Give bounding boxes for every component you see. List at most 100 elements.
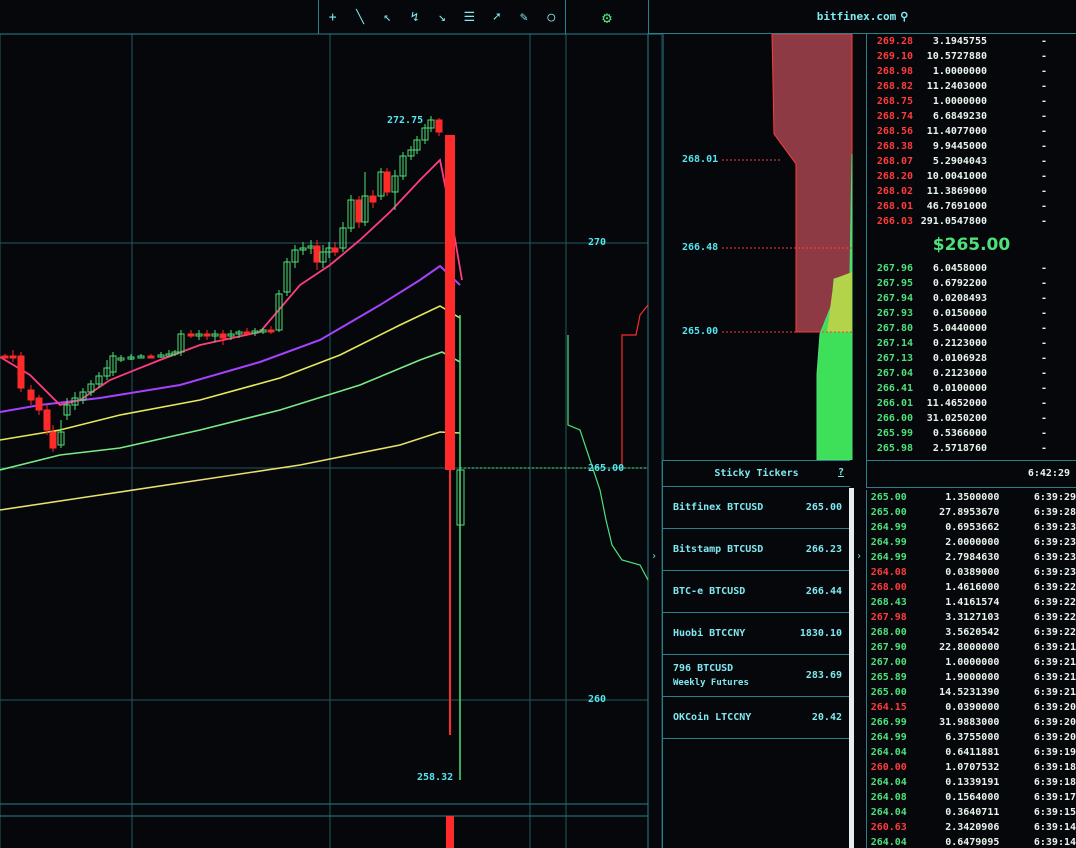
bid-row[interactable]: 266.01 11.4652000 - (867, 396, 1076, 411)
ask-row[interactable]: 266.03 291.0547800 - (867, 214, 1076, 229)
trade-row: 265.89 1.9000000 6:39:21 (867, 670, 1076, 685)
chevron-right-icon[interactable]: › (651, 551, 658, 562)
bid-row[interactable]: 267.14 0.2123000 - (867, 336, 1076, 351)
order-amount: 10.5727880 (926, 51, 987, 62)
ticker-name: OKCoin LTCCNY (673, 711, 751, 725)
sticky-tickers-title: Sticky Tickers (714, 468, 799, 479)
ask-row[interactable]: 268.74 6.6849230 - (867, 109, 1076, 124)
order-total: - (1040, 126, 1047, 137)
trade-amount: 2.3420906 (945, 822, 1000, 833)
trade-time: 6:39:18 (1033, 777, 1076, 788)
crosshair-tool-icon[interactable]: + (328, 9, 337, 25)
order-amount: 5.0440000 (932, 323, 987, 334)
order-amount: 2.5718760 (932, 443, 987, 454)
candle-up (137, 355, 145, 359)
bid-row[interactable]: 267.80 5.0440000 - (867, 321, 1076, 336)
bid-row[interactable]: 267.93 0.0150000 - (867, 306, 1076, 321)
candle-down (435, 119, 443, 133)
bid-row[interactable]: 267.95 0.6792200 - (867, 276, 1076, 291)
order-amount: 1.0000000 (932, 96, 987, 107)
order-total: - (1040, 36, 1047, 47)
order-price: 268.82 (876, 81, 913, 92)
order-price: 267.13 (876, 353, 913, 364)
order-amount: 9.9445000 (932, 141, 987, 152)
bid-row[interactable]: 267.13 0.0106928 - (867, 351, 1076, 366)
bid-row[interactable]: 266.00 31.0250200 - (867, 411, 1076, 426)
candle-up (299, 247, 307, 251)
trade-row: 264.04 0.3640711 6:39:15 (867, 805, 1076, 820)
bid-row[interactable]: 265.99 0.5366000 - (867, 426, 1076, 441)
down-arrow-tool-icon[interactable]: ↘ (438, 9, 446, 25)
candle-up (63, 404, 71, 416)
candle-down (331, 247, 339, 253)
ask-row[interactable]: 268.38 9.9445000 - (867, 139, 1076, 154)
ticker-scrollbar[interactable] (849, 488, 854, 848)
gear-icon[interactable]: ⚙ (602, 7, 612, 27)
bid-row[interactable]: 267.94 0.0208493 - (867, 291, 1076, 306)
trade-price: 264.99 (870, 732, 907, 743)
ask-row[interactable]: 268.56 11.4077000 - (867, 124, 1076, 139)
candle-up (259, 329, 267, 333)
ask-row[interactable]: 268.07 5.2904043 - (867, 154, 1076, 169)
help-link[interactable]: ? (837, 467, 844, 478)
trade-row: 264.04 0.6411881 6:39:19 (867, 745, 1076, 760)
ticker-row[interactable]: Bitfinex BTCUSD 265.00 (663, 487, 850, 529)
exchange-title[interactable]: bitfinex.com ⚲ (648, 0, 1076, 34)
order-total: - (1040, 96, 1047, 107)
ticker-row[interactable]: OKCoin LTCCNY 20.42 (663, 697, 850, 739)
ask-row[interactable]: 269.28 3.1945755 - (867, 34, 1076, 49)
bid-row[interactable]: 267.96 6.0458000 - (867, 261, 1076, 276)
search-icon[interactable]: ⚲ (900, 10, 909, 23)
depth-label-3: 265.00 (682, 326, 719, 337)
candle-down (147, 355, 155, 359)
line-tool-icon[interactable]: ╲ (356, 9, 364, 25)
order-price: 268.98 (876, 66, 913, 77)
ask-row[interactable]: 268.20 10.0041000 - (867, 169, 1076, 184)
candle-down (243, 331, 251, 335)
depth-label-2: 266.48 (682, 242, 719, 253)
ask-row[interactable]: 268.75 1.0000000 - (867, 94, 1076, 109)
order-total: - (1040, 111, 1047, 122)
ticker-row[interactable]: Huobi BTCCNY 1830.10 (663, 613, 850, 655)
path-tool-icon[interactable]: ↯ (410, 9, 419, 25)
trade-price: 264.15 (870, 702, 907, 713)
bid-row[interactable]: 265.98 2.5718760 - (867, 441, 1076, 456)
fibonacci-tool-icon[interactable]: ☰ (463, 9, 476, 25)
arrow-tool-icon[interactable]: ↖ (383, 9, 392, 25)
candle-up (283, 261, 291, 293)
ticker-name: Huobi BTCCNY (673, 627, 745, 641)
candle-up (127, 356, 135, 360)
candle-up (347, 199, 355, 229)
ticker-row[interactable]: Bitstamp BTCUSD 266.23 (663, 529, 850, 571)
chevron-right-icon[interactable]: › (856, 551, 863, 562)
candle-up (165, 353, 173, 357)
ask-row[interactable]: 269.10 10.5727880 - (867, 49, 1076, 64)
pointer-tool-icon[interactable]: ➚ (492, 9, 501, 25)
order-amount: 291.0547800 (920, 216, 987, 227)
trade-price: 264.08 (870, 567, 907, 578)
order-total: - (1040, 51, 1047, 62)
ask-row[interactable]: 268.01 46.7691000 - (867, 199, 1076, 214)
ask-row[interactable]: 268.02 11.3869000 - (867, 184, 1076, 199)
bid-row[interactable]: 266.41 0.0100000 - (867, 381, 1076, 396)
candle-up (109, 355, 117, 373)
ticker-symbol: Huobi BTCCNY (673, 627, 746, 639)
ask-row[interactable]: 268.98 1.0000000 - (867, 64, 1076, 79)
price-chart[interactable] (0, 0, 662, 848)
bid-row[interactable]: 267.04 0.2123000 - (867, 366, 1076, 381)
ticker-row[interactable]: 796 BTCUSD Weekly Futures 283.69 (663, 655, 850, 697)
order-amount: 11.2403000 (926, 81, 987, 92)
trade-amount: 0.3640711 (945, 807, 1000, 818)
order-price: 267.04 (876, 368, 913, 379)
trade-price: 265.89 (870, 672, 907, 683)
ticker-row[interactable]: BTC-e BTCUSD 266.44 (663, 571, 850, 613)
order-price: 267.94 (876, 293, 913, 304)
brush-tool-icon[interactable]: ✎ (520, 9, 528, 25)
ticker-subtitle: Weekly Futures (673, 677, 749, 688)
trade-price: 260.63 (870, 822, 907, 833)
ask-row[interactable]: 268.82 11.2403000 - (867, 79, 1076, 94)
circle-tool-icon[interactable]: ○ (547, 9, 556, 25)
trade-amount: 1.4161574 (945, 597, 1000, 608)
order-price: 268.56 (876, 126, 913, 137)
trade-amount: 2.7984630 (945, 552, 1000, 563)
